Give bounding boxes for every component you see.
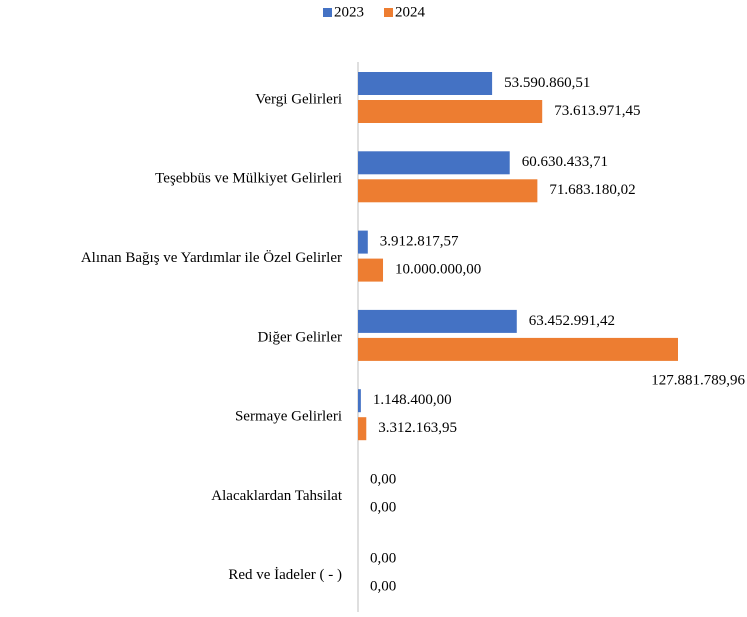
value-label: 60.630.433,71 [522, 154, 608, 170]
category-label: Red ve İadeler ( - ) [228, 567, 342, 583]
bar [358, 258, 384, 282]
bar [358, 179, 538, 203]
bar [358, 417, 367, 441]
legend-label: 2024 [395, 4, 426, 20]
bar [358, 151, 510, 175]
value-label: 3.312.163,95 [378, 420, 457, 436]
legend-swatch [323, 8, 332, 17]
value-label: 0,00 [370, 471, 396, 487]
value-label: 1.148.400,00 [373, 392, 452, 408]
value-label: 3.912.817,57 [380, 234, 459, 250]
value-label: 73.613.971,45 [554, 103, 640, 119]
category-label: Alınan Bağış ve Yardımlar ile Özel Gelir… [81, 249, 342, 266]
value-label: 0,00 [370, 499, 396, 515]
bar [358, 100, 543, 123]
value-label: 53.590.860,51 [504, 75, 590, 91]
bar [358, 389, 361, 413]
category-label: Vergi Gelirleri [255, 91, 342, 107]
bar [358, 309, 517, 333]
bar [358, 337, 678, 361]
value-label: 0,00 [370, 551, 396, 567]
category-label: Alacaklardan Tahsilat [211, 488, 343, 504]
value-label: 10.000.000,00 [395, 262, 481, 278]
legend-label: 2023 [334, 4, 364, 20]
category-label: Teşebbüs ve Mülkiyet Gelirleri [155, 171, 342, 187]
value-label: 127.881.789,96 [651, 372, 745, 388]
bar [358, 230, 368, 254]
value-label: 71.683.180,02 [549, 182, 635, 198]
category-label: Sermaye Gelirleri [235, 409, 342, 425]
category-label: Diğer Gelirler [257, 329, 342, 345]
value-label: 0,00 [370, 579, 396, 595]
value-label: 63.452.991,42 [529, 313, 615, 329]
bar [358, 72, 493, 95]
legend-swatch [384, 8, 393, 17]
